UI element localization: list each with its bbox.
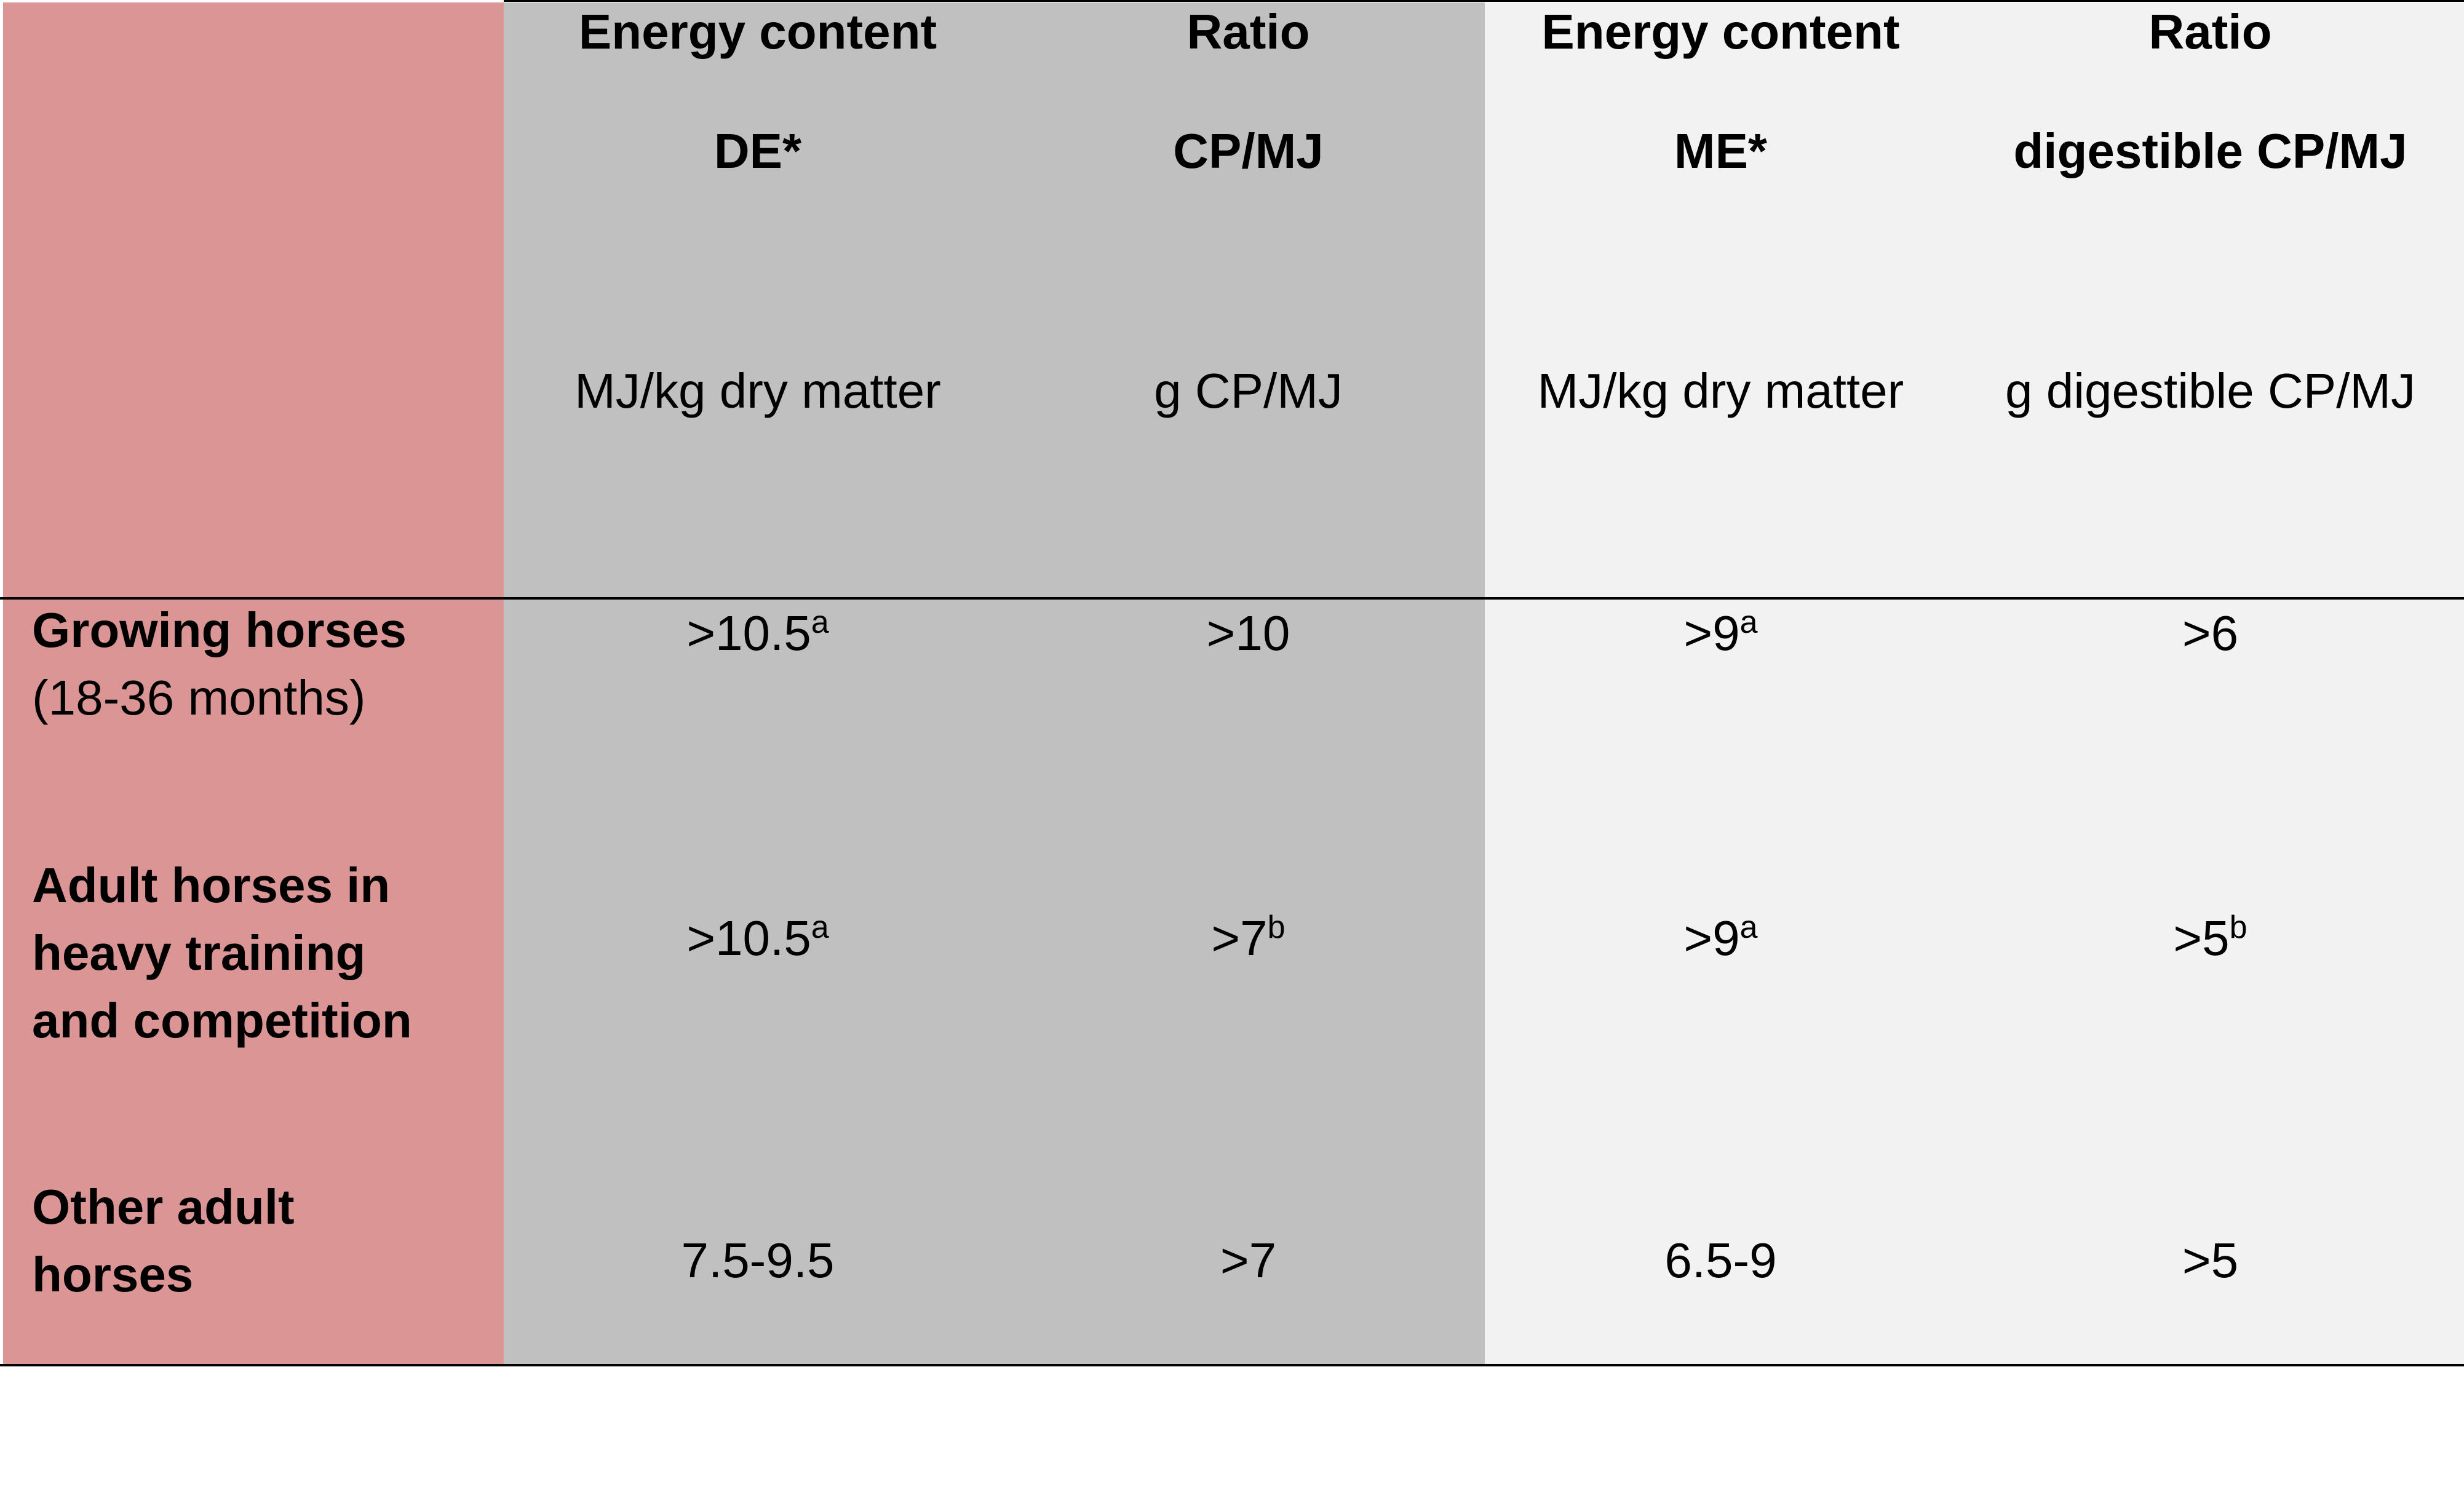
row-label-line: horses <box>32 1247 194 1302</box>
column-subtitle: DE* <box>713 124 802 178</box>
table-cell-me: 6.5-9 <box>1664 1233 1777 1288</box>
column-title: Ratio <box>1186 4 1310 59</box>
me-columns-background <box>1485 2 2464 1364</box>
table-cell-digestible-cp-ratio: >6 <box>2182 606 2239 660</box>
table-cell-de: >10.5a <box>686 909 829 965</box>
row-label-note: (18-36 months) <box>32 670 366 725</box>
table-cell-digestible-cp-ratio: >5 <box>2182 1233 2239 1288</box>
row-label-line: Growing horses <box>32 603 407 657</box>
table-cell-cp-ratio: >10 <box>1206 606 1290 660</box>
column-unit: MJ/kg dry matter <box>1537 363 1904 418</box>
row-label-line: Adult horses in <box>32 858 391 913</box>
column-title: Ratio <box>2148 4 2272 59</box>
column-unit: MJ/kg dry matter <box>574 363 941 418</box>
column-title: Energy content <box>578 4 937 59</box>
table-cell-me: >9a <box>1683 604 1758 660</box>
row-label-line: heavy training <box>32 925 366 980</box>
column-unit: g CP/MJ <box>1154 363 1343 418</box>
row-header-column-background <box>3 2 504 1364</box>
table-cell-de: 7.5-9.5 <box>681 1233 835 1288</box>
row-label-line: Other adult <box>32 1179 295 1234</box>
row-label-line: and competition <box>32 993 412 1048</box>
row-label: Growing horses (18-36 months) <box>32 596 407 732</box>
column-subtitle: ME* <box>1674 124 1768 178</box>
table-cell-cp-ratio: >7 <box>1220 1233 1277 1288</box>
de-columns-background <box>504 2 1485 1364</box>
energy-protein-table: Energy content DE* MJ/kg dry matter Rati… <box>0 0 2464 1366</box>
table-cell-me: >9a <box>1683 909 1758 965</box>
table-cell-de: >10.5a <box>686 604 829 660</box>
column-unit: g digestible CP/MJ <box>2005 363 2415 418</box>
column-title: Energy content <box>1541 4 1900 59</box>
column-subtitle: digestible CP/MJ <box>2013 124 2407 178</box>
table-cell-cp-ratio: >7b <box>1211 909 1286 965</box>
header-separator-rule <box>0 597 2464 600</box>
table-cell-digestible-cp-ratio: >5b <box>2173 909 2247 965</box>
row-label: Adult horses in heavy training and compe… <box>32 852 412 1055</box>
column-subtitle: CP/MJ <box>1173 124 1324 178</box>
table-top-rule <box>504 0 2464 2</box>
table-bottom-rule <box>0 1364 2464 1366</box>
row-label: Other adult horses <box>32 1173 295 1309</box>
